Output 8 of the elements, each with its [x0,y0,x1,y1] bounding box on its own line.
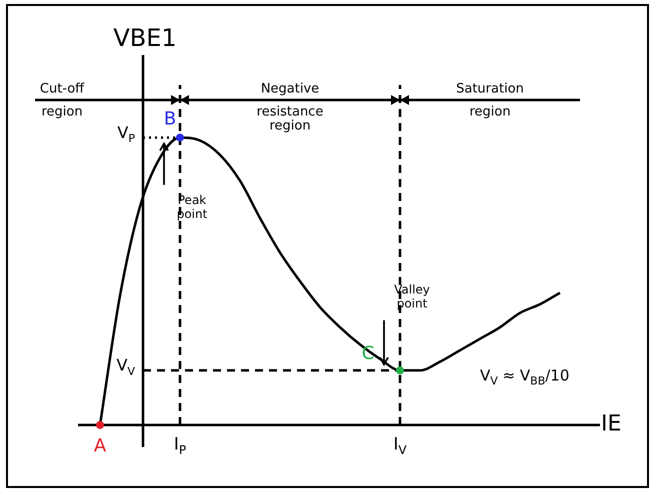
text: Cut-off region [40,81,86,120]
text: Saturation region [456,81,524,120]
annotation: Valley point [394,282,430,310]
annotation: A [94,436,107,457]
text: Negative resistance region [256,81,324,134]
annotation: B [164,108,176,130]
x-axis-title: IE [601,412,622,437]
y-axis-title: VBE1 [113,24,177,52]
